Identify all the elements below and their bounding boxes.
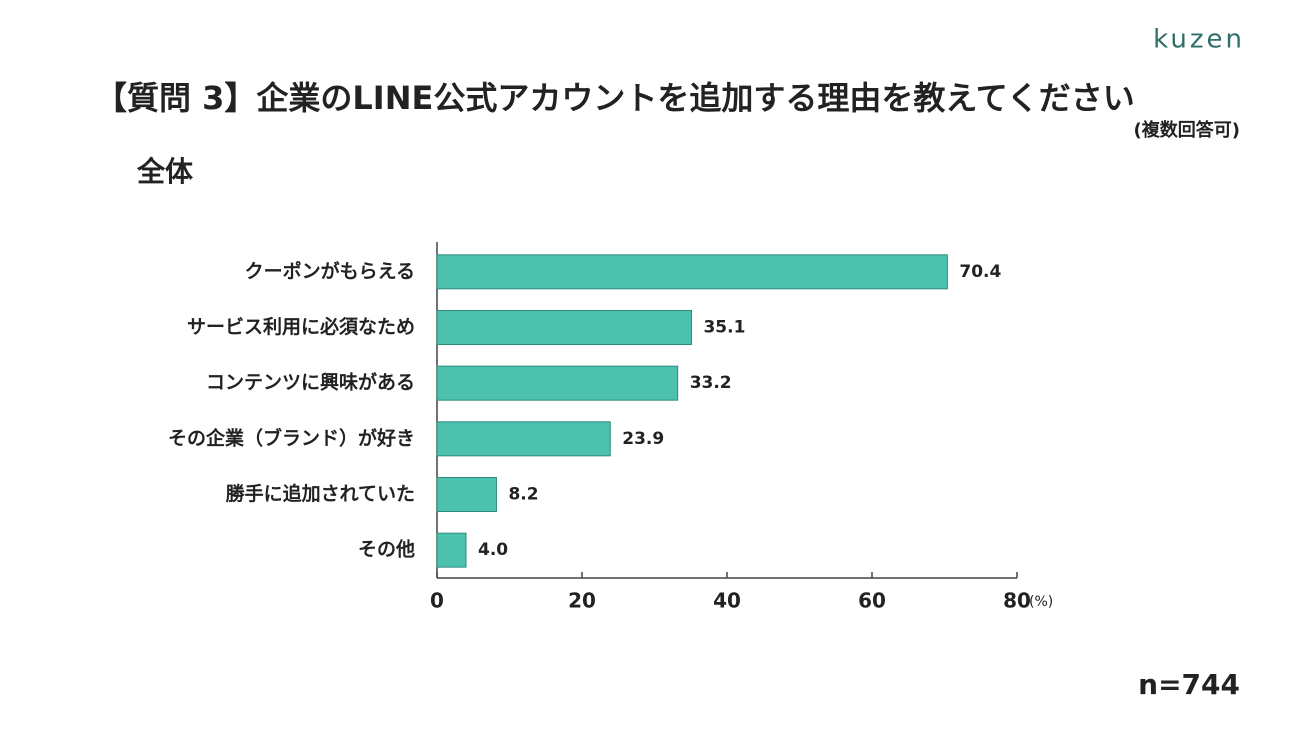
y-tick-label: コンテンツに興味がある xyxy=(206,371,415,394)
x-tick-label: 40 xyxy=(713,589,741,613)
chart-title: 【質問 3】企業のLINE公式アカウントを追加する理由を教えてください xyxy=(95,79,1135,117)
y-tick-label: その他 xyxy=(358,538,415,561)
value-label: 8.2 xyxy=(508,485,538,505)
x-tick-label: 0 xyxy=(430,589,444,613)
bar xyxy=(436,310,692,345)
x-tick-label: 20 xyxy=(568,589,596,613)
value-label: 70.4 xyxy=(959,262,1001,282)
value-label: 33.2 xyxy=(690,373,732,393)
x-unit: (%) xyxy=(1029,594,1053,610)
bar xyxy=(436,365,679,401)
x-tick-label: 80 xyxy=(1003,589,1031,613)
value-label: 23.9 xyxy=(622,429,664,449)
brand-logo: kuzen xyxy=(1153,25,1245,55)
y-tick-label: 勝手に追加されていた xyxy=(226,482,415,505)
chart-subtitle: (複数回答可) xyxy=(1134,119,1240,141)
bar xyxy=(436,421,611,457)
sample-size: n=744 xyxy=(1138,668,1240,701)
y-tick-label: その企業（ブランド）が好き xyxy=(168,426,415,449)
value-label: 35.1 xyxy=(703,318,745,338)
bar xyxy=(436,477,497,512)
section-label: 全体 xyxy=(136,155,194,188)
y-tick-label: サービス利用に必須なため xyxy=(187,315,415,338)
x-tick-label: 60 xyxy=(858,589,886,613)
bar xyxy=(436,254,948,290)
bar xyxy=(436,532,467,568)
value-label: 4.0 xyxy=(478,540,508,560)
y-tick-label: クーポンがもらえる xyxy=(245,259,415,282)
